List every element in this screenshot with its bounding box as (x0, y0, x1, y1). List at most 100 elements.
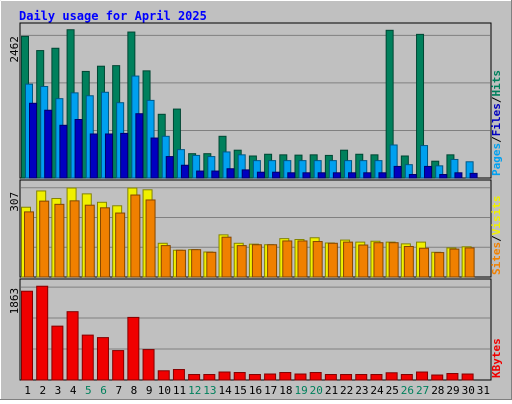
x-tick-label-11: 11 (173, 384, 186, 397)
bar-kbytes-day-5 (81, 334, 94, 381)
bar-kbytes-day-20 (309, 372, 322, 381)
y-max-label: 1863 (8, 288, 21, 315)
bar-pages-day-1 (29, 102, 37, 179)
panel-visits-sites: 307 Sites/Visits (8, 179, 503, 278)
bar-sites-day-23 (358, 244, 369, 278)
legend-text: Sites/Visits (490, 196, 503, 276)
bar-pages-day-7 (120, 132, 129, 179)
x-tick-label-12: 12 (188, 384, 201, 397)
legend-hits-files-pages: Pages/Files/Hits (490, 70, 503, 176)
bar-pages-day-10 (165, 156, 174, 179)
bar-sites-day-21 (327, 242, 338, 278)
bar-sites-day-30 (464, 247, 475, 278)
bar-kbytes-day-6 (96, 337, 109, 381)
bar-sites-day-1 (24, 211, 34, 278)
bar-kbytes-day-26 (400, 374, 413, 381)
bar-sites-day-15 (236, 245, 247, 278)
bar-kbytes-day-14 (218, 371, 231, 381)
bar-sites-day-10 (160, 245, 171, 278)
bar-sites-day-16 (251, 244, 262, 278)
bar-kbytes-day-28 (431, 374, 444, 381)
x-tick-label-22: 22 (340, 384, 353, 397)
x-tick-label-20: 20 (310, 384, 323, 397)
bar-kbytes-day-12 (188, 374, 201, 381)
bar-pages-day-15 (241, 169, 250, 179)
bar-sites-day-19 (297, 240, 308, 278)
panel-kbytes: 1863 KBytes (8, 278, 503, 381)
bar-kbytes-day-30 (461, 373, 474, 381)
x-tick-label-2: 2 (39, 384, 46, 397)
bar-pages-day-3 (59, 124, 68, 179)
bar-sites-day-14 (221, 236, 232, 278)
bar-pages-day-11 (180, 164, 189, 179)
bar-kbytes-day-21 (324, 374, 337, 381)
bar-pages-day-28 (439, 174, 448, 179)
legend-label-kbytes: KBytes (490, 338, 503, 378)
bar-sites-day-2 (39, 200, 50, 278)
x-tick-label-21: 21 (325, 384, 338, 397)
bar-kbytes-day-27 (416, 371, 429, 381)
bar-kbytes-day-4 (66, 311, 79, 381)
bar-kbytes-day-1 (21, 290, 33, 381)
bar-sites-day-17 (267, 244, 278, 278)
bar-pages-day-9 (150, 137, 159, 179)
legend-kbytes: KBytes (490, 338, 503, 378)
bar-kbytes-day-17 (264, 373, 277, 381)
bar-kbytes-day-25 (385, 372, 398, 381)
bar-pages-day-30 (469, 172, 478, 179)
bar-pages-day-21 (332, 172, 341, 179)
legend-visits-sites: Sites/Visits (490, 196, 503, 276)
bar-pages-day-5 (89, 133, 98, 179)
bar-kbytes-day-24 (370, 374, 383, 381)
bar-pages-day-6 (104, 133, 113, 179)
x-tick-label-15: 15 (234, 384, 247, 397)
bar-pages-day-4 (74, 119, 83, 179)
bar-sites-day-7 (115, 212, 126, 278)
legend-label-visits: Visits (490, 196, 503, 236)
bar-pages-day-23 (363, 172, 372, 179)
bar-pages-day-26 (408, 174, 417, 179)
bar-sites-day-26 (403, 245, 414, 278)
x-tick-label-26: 26 (401, 384, 414, 397)
bar-kbytes-day-15 (233, 372, 246, 381)
x-tick-label-3: 3 (55, 384, 62, 397)
bar-sites-day-9 (145, 199, 156, 278)
x-tick-label-16: 16 (249, 384, 262, 397)
y-max-label: 307 (8, 192, 21, 212)
bar-sites-day-18 (282, 240, 293, 278)
x-tick-label-4: 4 (70, 384, 77, 397)
bar-sites-day-6 (99, 207, 110, 278)
bar-kbytes-day-19 (294, 373, 307, 381)
x-tick-label-13: 13 (203, 384, 216, 397)
bar-sites-day-12 (191, 249, 202, 278)
bar-sites-day-11 (175, 249, 186, 278)
bar-sites-day-27 (419, 247, 430, 278)
x-tick-label-27: 27 (416, 384, 429, 397)
x-tick-label-7: 7 (115, 384, 122, 397)
x-tick-label-25: 25 (386, 384, 399, 397)
bar-kbytes-day-22 (340, 374, 353, 381)
bar-sites-day-29 (449, 248, 460, 278)
x-tick-label-18: 18 (279, 384, 292, 397)
bar-pages-day-20 (317, 172, 326, 179)
x-tick-label-30: 30 (462, 384, 475, 397)
bar-sites-day-8 (130, 194, 141, 278)
bar-kbytes-day-11 (172, 369, 185, 381)
bar-kbytes-day-23 (355, 374, 368, 381)
bar-pages-day-12 (196, 170, 205, 179)
x-tick-label-29: 29 (446, 384, 459, 397)
x-tick-label-17: 17 (264, 384, 277, 397)
bar-kbytes-day-8 (127, 316, 140, 381)
bar-kbytes-day-13 (203, 374, 216, 381)
legend-label-hits: Hits (490, 70, 503, 97)
bar-sites-day-24 (373, 242, 384, 278)
bar-pages-day-13 (211, 170, 220, 179)
legend-label-pages: Pages (490, 143, 503, 176)
x-axis-labels: 1 2 3 4 5 6 7 8 9 10 11 12 13 14 15 16 17 18 19 20 21 22 23 24 2… (24, 384, 490, 397)
bar-pages-day-29 (454, 172, 463, 179)
bar-kbytes-day-18 (279, 372, 292, 381)
y-max-label: 2462 (8, 36, 21, 63)
bar-kbytes-day-7 (112, 350, 125, 381)
